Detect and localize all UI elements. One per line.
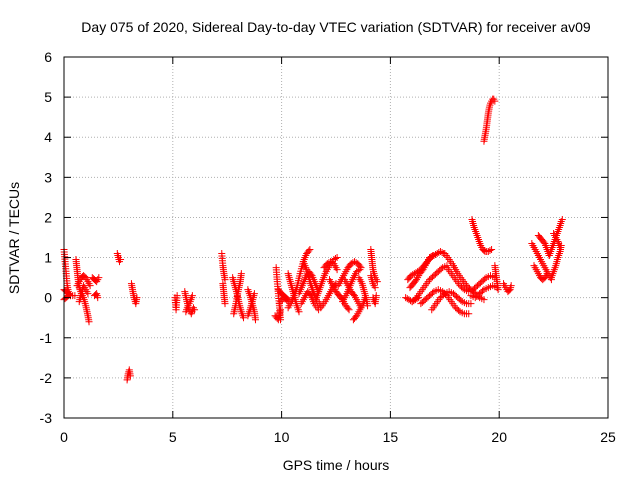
x-axis-label: GPS time / hours — [283, 457, 390, 473]
data-point — [467, 300, 475, 308]
y-tick-label: 0 — [44, 290, 52, 306]
x-tick-label: 25 — [600, 429, 616, 445]
data-point — [488, 246, 496, 254]
y-tick-label: 4 — [44, 129, 52, 145]
data-point — [250, 290, 258, 298]
data-point — [345, 306, 353, 314]
x-tick-label: 10 — [274, 429, 290, 445]
y-tick-label: -3 — [40, 410, 53, 426]
data-point — [439, 291, 447, 299]
y-tick-label: 6 — [44, 49, 52, 65]
data-point — [556, 244, 564, 252]
data-point — [411, 295, 419, 303]
data-point — [237, 270, 245, 278]
x-tick-label: 5 — [169, 429, 177, 445]
data-point — [364, 302, 372, 310]
data-point — [481, 275, 489, 283]
grid-lines — [64, 57, 608, 418]
data-point — [126, 372, 134, 380]
data-point — [71, 292, 79, 300]
chart-title: Day 075 of 2020, Sidereal Day-to-day VTE… — [81, 19, 591, 35]
data-point — [491, 97, 499, 105]
data-point — [505, 287, 513, 295]
data-point — [437, 265, 445, 273]
data-point — [173, 292, 181, 300]
data-point — [540, 238, 548, 246]
data-point — [251, 316, 259, 324]
data-point — [371, 284, 379, 292]
data-point — [354, 267, 362, 275]
y-tick-label: 3 — [44, 169, 52, 185]
data-point — [133, 294, 141, 302]
data-point — [94, 294, 102, 302]
y-tick-label: 1 — [44, 250, 52, 266]
data-point — [63, 293, 71, 301]
data-point — [455, 306, 463, 314]
data-points — [60, 95, 566, 384]
data-point — [221, 300, 229, 308]
y-tick-label: -2 — [40, 370, 53, 386]
data-point — [333, 254, 341, 262]
y-tick-label: -1 — [40, 330, 53, 346]
data-point — [429, 252, 437, 260]
axis-tick-labels: 0 5 10 15 20 25 -3 -2 -1 0 1 2 3 4 5 6 — [40, 49, 616, 445]
data-point — [344, 304, 352, 312]
data-point — [95, 274, 103, 282]
data-point — [427, 253, 435, 261]
x-tick-label: 20 — [491, 429, 507, 445]
axis-ticks — [63, 56, 609, 419]
y-tick-label: 5 — [44, 89, 52, 105]
x-tick-label: 15 — [383, 429, 399, 445]
data-point — [295, 308, 303, 316]
data-point — [86, 282, 94, 290]
data-point — [188, 292, 196, 300]
data-point — [277, 306, 285, 314]
data-point — [331, 255, 339, 263]
data-point — [457, 296, 465, 304]
data-point — [356, 266, 364, 274]
y-axis-label: SDTVAR / TECUs — [6, 182, 22, 294]
data-point — [191, 306, 199, 314]
data-point — [486, 247, 494, 255]
data-point — [465, 310, 473, 318]
data-point — [221, 276, 229, 284]
data-point — [333, 266, 341, 274]
data-point — [117, 256, 125, 264]
data-point — [480, 296, 488, 304]
x-tick-label: 0 — [60, 429, 68, 445]
data-point — [283, 296, 291, 304]
data-point — [85, 318, 93, 326]
data-point — [372, 292, 380, 300]
data-point — [428, 289, 436, 297]
data-point — [507, 282, 515, 290]
plot-frame — [63, 56, 609, 419]
data-point — [558, 215, 566, 223]
data-point — [479, 287, 487, 295]
data-point — [84, 290, 92, 298]
data-point — [494, 286, 502, 294]
data-point — [240, 314, 248, 322]
data-point — [306, 246, 314, 254]
data-point — [305, 247, 313, 255]
y-tick-label: 2 — [44, 209, 52, 225]
data-point — [459, 284, 467, 292]
